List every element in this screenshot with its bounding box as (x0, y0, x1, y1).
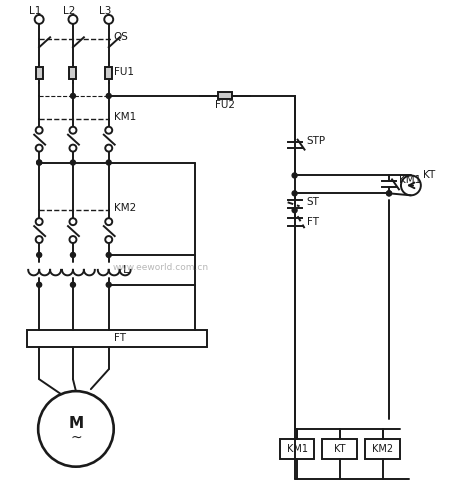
Text: KM2: KM2 (371, 444, 392, 454)
Circle shape (104, 15, 113, 24)
Text: KM1: KM1 (286, 444, 307, 454)
Bar (364, 439, 399, 459)
Circle shape (386, 191, 391, 196)
Circle shape (69, 218, 76, 225)
Circle shape (69, 127, 76, 134)
Circle shape (70, 160, 75, 165)
Circle shape (36, 236, 43, 243)
Text: FU1: FU1 (113, 67, 134, 77)
Circle shape (105, 127, 112, 134)
Circle shape (34, 15, 44, 24)
Circle shape (69, 145, 76, 152)
Circle shape (36, 218, 43, 225)
Circle shape (106, 282, 111, 287)
Text: KM2: KM2 (113, 203, 136, 213)
Circle shape (386, 191, 391, 196)
Circle shape (36, 145, 43, 152)
Text: www.eeworld.com.cn: www.eeworld.com.cn (112, 263, 208, 272)
Text: L1: L1 (29, 6, 41, 16)
Circle shape (37, 282, 42, 287)
Text: KM1: KM1 (398, 175, 420, 185)
Text: QS: QS (113, 32, 129, 42)
Circle shape (106, 252, 111, 257)
Circle shape (106, 160, 111, 165)
Circle shape (105, 236, 112, 243)
Text: ST: ST (306, 197, 319, 207)
Text: L3: L3 (99, 6, 111, 16)
Circle shape (105, 145, 112, 152)
Text: KT: KT (333, 444, 345, 454)
Circle shape (70, 93, 75, 98)
Text: FT: FT (113, 333, 125, 343)
Circle shape (291, 173, 297, 178)
Bar (218, 92, 231, 99)
Bar (279, 439, 314, 459)
Text: KM1: KM1 (113, 112, 136, 122)
Circle shape (105, 218, 112, 225)
Text: KT: KT (422, 170, 434, 180)
Bar (322, 439, 357, 459)
Circle shape (37, 160, 42, 165)
Bar (36, 67, 43, 79)
Text: FU2: FU2 (215, 100, 235, 110)
Circle shape (106, 93, 111, 98)
Circle shape (291, 191, 297, 196)
Circle shape (291, 208, 297, 213)
Circle shape (69, 236, 76, 243)
Text: STP: STP (306, 136, 325, 146)
Bar (105, 67, 112, 79)
Bar (69, 67, 76, 79)
Circle shape (37, 160, 42, 165)
Text: M: M (68, 416, 84, 431)
Circle shape (36, 127, 43, 134)
Text: L: L (123, 265, 129, 275)
Circle shape (68, 15, 77, 24)
Circle shape (70, 282, 75, 287)
Text: L2: L2 (63, 6, 75, 16)
Bar (27, 330, 207, 347)
Text: ~: ~ (70, 431, 82, 445)
Circle shape (70, 252, 75, 257)
Text: FT: FT (306, 217, 318, 227)
Circle shape (37, 252, 42, 257)
